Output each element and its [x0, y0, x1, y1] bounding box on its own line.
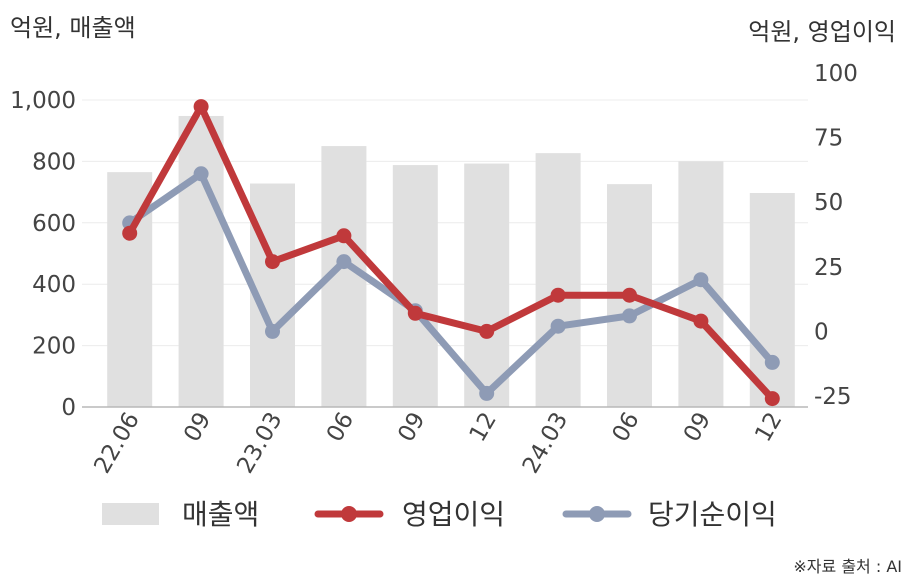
right-tick-label: 0	[814, 319, 829, 345]
left-tick-label: 1,000	[10, 88, 76, 114]
data-point	[479, 323, 495, 339]
data-point	[550, 318, 566, 334]
data-point	[193, 166, 209, 182]
x-axis-ticks: 22.06 09 23.03 06 09 12 24.03 06 09 12	[89, 408, 787, 478]
x-tick-label: 24.03	[518, 408, 573, 478]
data-point	[265, 323, 280, 339]
data-point	[193, 99, 209, 115]
data-point	[693, 313, 709, 329]
left-tick-label: 600	[32, 211, 76, 237]
bar	[464, 163, 510, 407]
x-tick-label: 06	[322, 408, 359, 446]
left-axis-ticks: 1,000 800 600 400 200 0	[10, 88, 76, 421]
right-tick-label: -25	[814, 384, 852, 410]
right-tick-label: 100	[814, 61, 858, 87]
x-tick-label: 12	[465, 408, 502, 446]
right-tick-label: 75	[814, 126, 843, 152]
legend-swatch	[102, 503, 159, 525]
legend-label: 영업이익	[402, 498, 505, 531]
data-point	[336, 254, 352, 270]
legend-label: 매출액	[182, 498, 259, 531]
source-note: ※자료 출처 : AI	[793, 557, 902, 576]
bar-series	[107, 115, 795, 408]
data-point	[336, 228, 352, 244]
x-tick-label: 09	[679, 408, 716, 446]
bar	[749, 193, 795, 407]
data-point	[764, 391, 780, 407]
data-point	[764, 354, 780, 370]
data-point	[550, 287, 566, 303]
left-tick-label: 800	[32, 149, 76, 175]
data-point	[693, 272, 709, 288]
x-tick-label: 09	[393, 408, 430, 446]
right-axis-unit: 억원, 영업이익	[748, 18, 896, 46]
right-tick-label: 50	[814, 190, 843, 216]
data-point	[265, 254, 280, 270]
data-point	[622, 287, 637, 303]
legend-marker	[341, 506, 357, 522]
series-line	[126, 170, 776, 397]
series-line	[126, 103, 776, 403]
data-point	[622, 308, 637, 324]
left-tick-label: 400	[32, 272, 76, 298]
left-tick-label: 200	[32, 334, 76, 360]
legend-marker	[589, 506, 605, 522]
bar	[535, 153, 581, 407]
bar	[392, 165, 438, 407]
x-tick-label: 23.03	[232, 408, 287, 478]
left-tick-label: 0	[61, 395, 76, 421]
x-tick-label: 06	[608, 408, 645, 446]
line-series	[122, 99, 780, 407]
x-tick-label: 22.06	[89, 408, 144, 478]
data-point	[479, 385, 495, 401]
legend-label: 당기순이익	[648, 498, 777, 531]
legend: 매출액 영업이익 당기순이익	[102, 498, 777, 531]
right-axis-ticks: 100 75 50 25 0 -25	[814, 61, 858, 410]
left-axis-unit: 억원, 매출액	[10, 14, 136, 42]
x-tick-label: 12	[750, 408, 787, 446]
right-tick-label: 25	[814, 255, 843, 281]
bar	[178, 115, 224, 408]
data-point	[407, 305, 423, 321]
x-tick-label: 09	[179, 408, 216, 446]
data-point	[122, 225, 138, 241]
